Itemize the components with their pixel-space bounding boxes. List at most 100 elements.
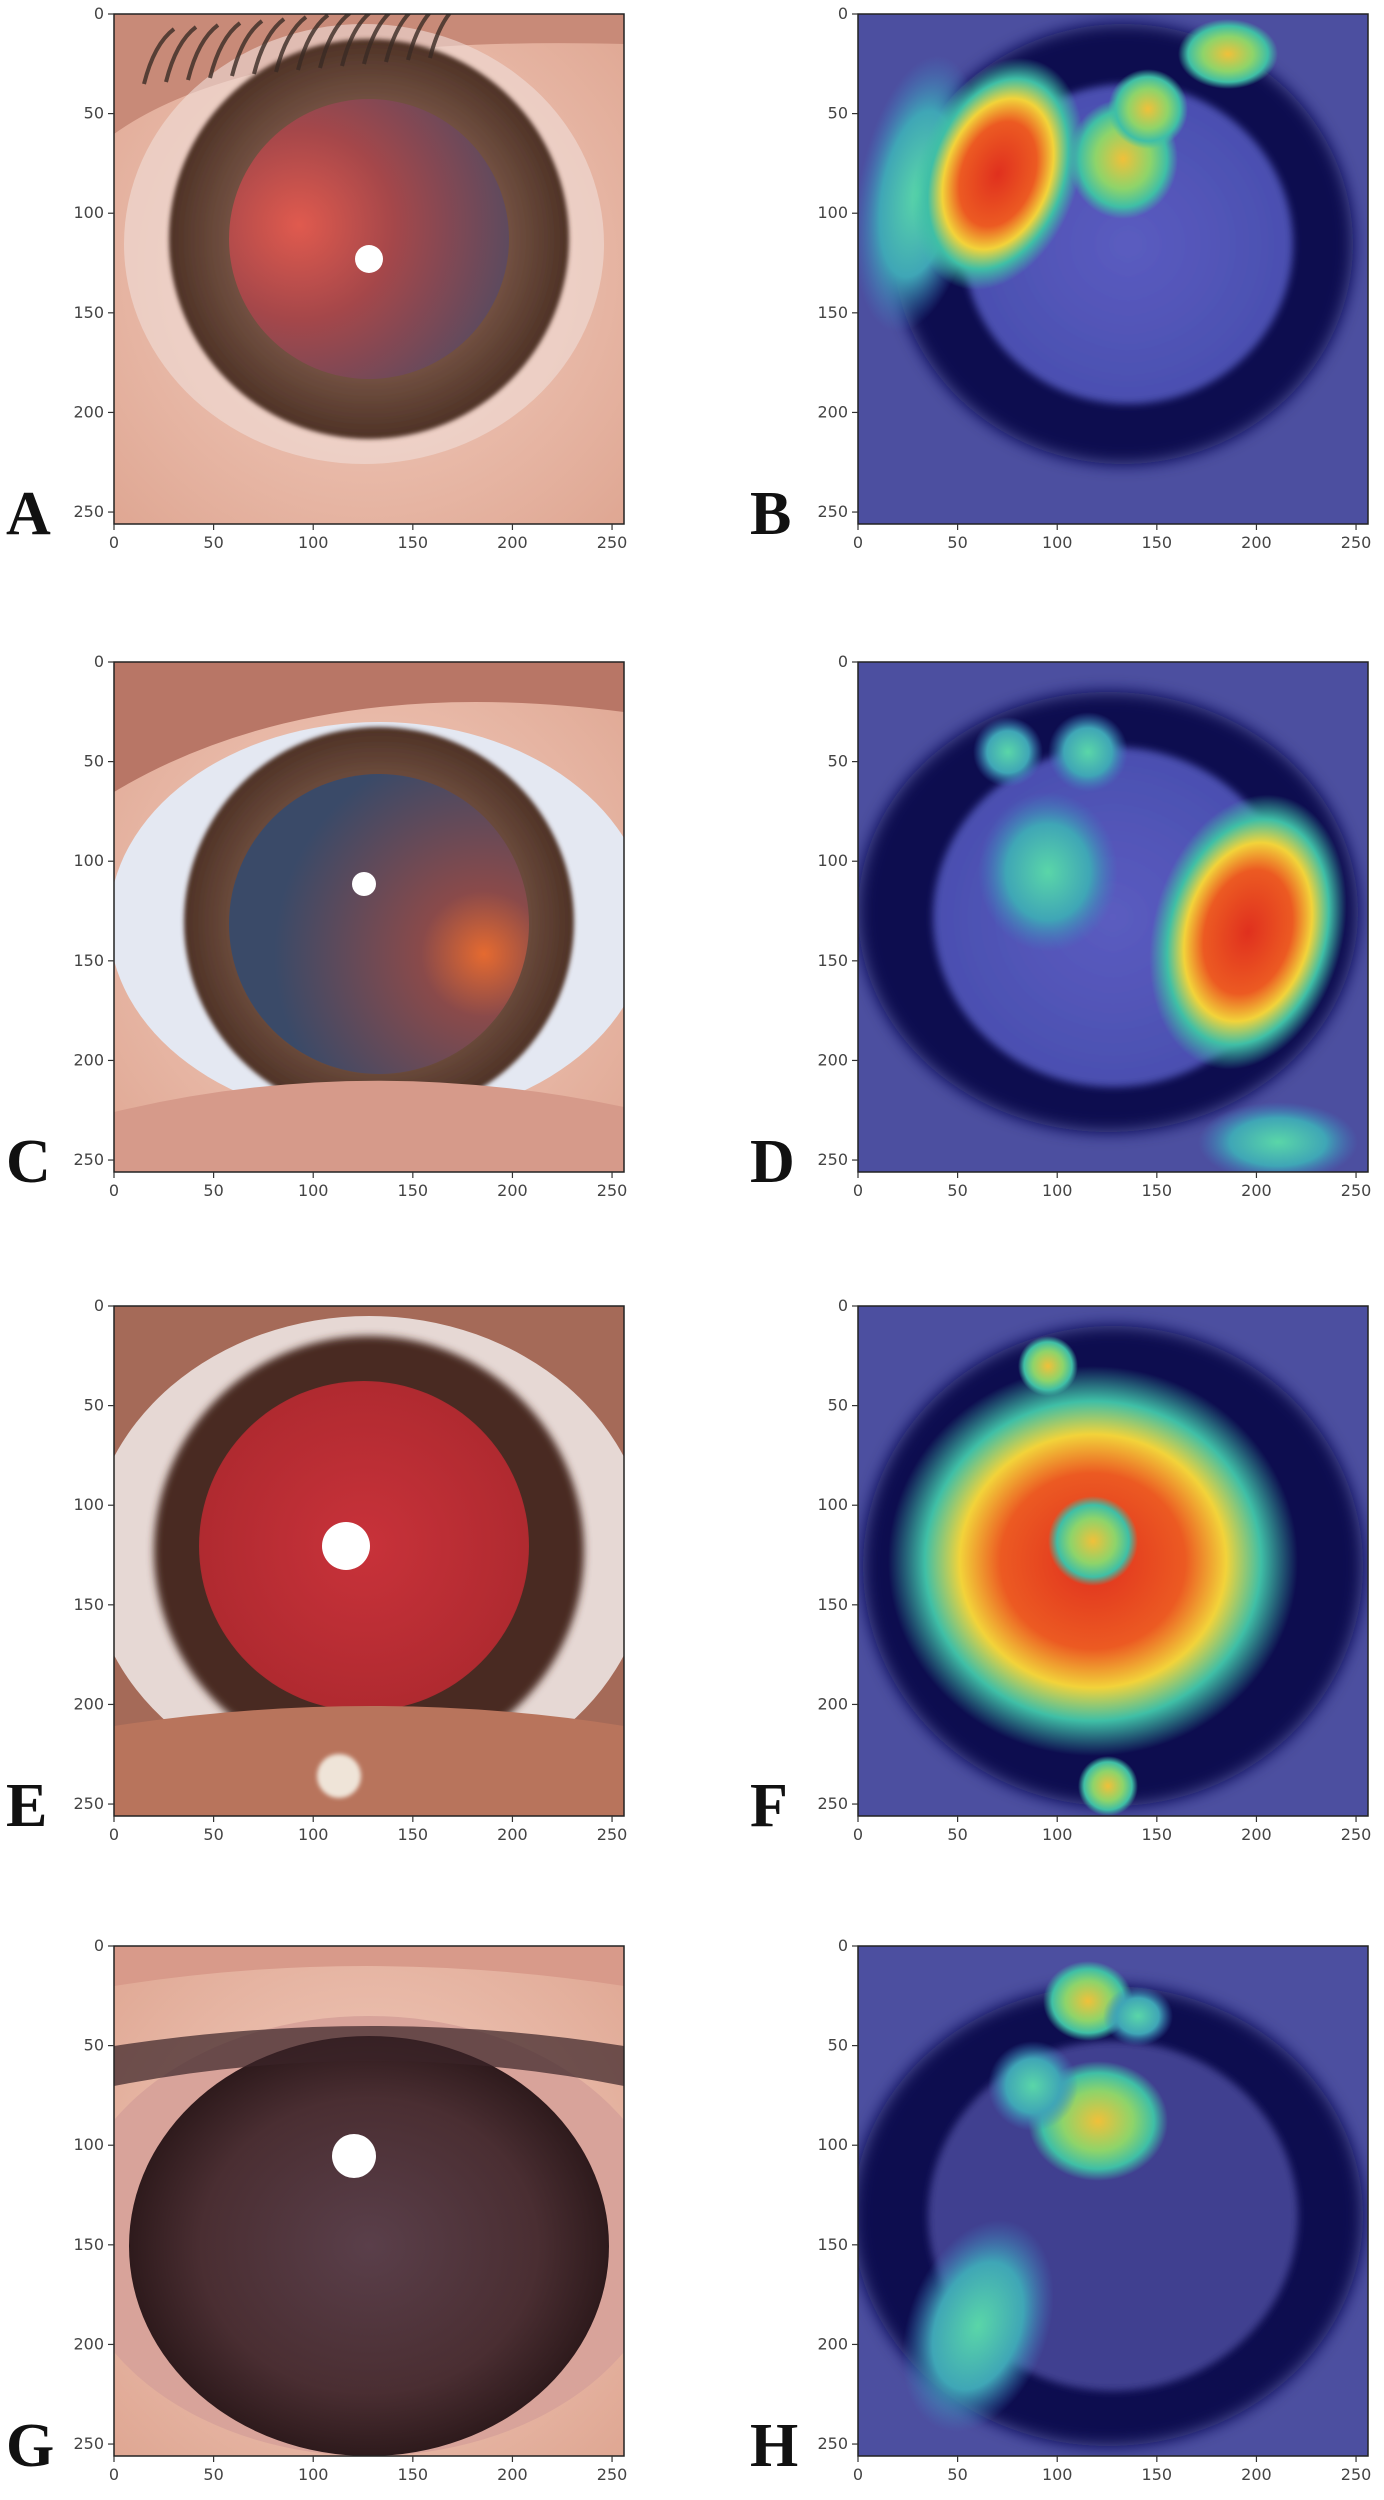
panel-d: 0 50 100 150 200 250 0 50 100 150 200 250 D (750, 652, 1372, 1200)
panel-g-image (114, 1946, 624, 2456)
x-tick: 150 (398, 1172, 428, 1200)
y-tick: 100 (817, 851, 858, 870)
y-tick: 0 (838, 1296, 858, 1315)
y-tick-label: 50 (828, 104, 848, 123)
x-tick: 50 (947, 1816, 968, 1844)
x-tick-label: 100 (298, 533, 329, 552)
y-tick-label: 200 (73, 402, 104, 421)
panel-letter-f: F (750, 1772, 788, 1840)
plot-frame (857, 661, 1369, 1173)
y-tick-label: 100 (817, 203, 848, 222)
y-tick: 0 (94, 4, 114, 23)
y-tick-label: 0 (838, 1936, 848, 1955)
x-tick-label: 0 (109, 2465, 119, 2484)
y-tick-label: 150 (817, 951, 848, 970)
y-tick: 250 (73, 2434, 114, 2453)
x-tick: 250 (1341, 524, 1371, 552)
y-tick-label: 100 (73, 2135, 104, 2154)
x-tick-label: 150 (1142, 1181, 1173, 1200)
y-tick-label: 200 (73, 1050, 104, 1069)
panel-letter-e: E (6, 1772, 47, 1840)
y-tick-label: 50 (828, 2036, 848, 2055)
x-tick: 200 (497, 524, 528, 552)
panel-letter-g: G (6, 2412, 54, 2480)
x-tick: 200 (1241, 1172, 1272, 1200)
y-tick: 200 (817, 402, 858, 421)
y-tick: 250 (817, 2434, 858, 2453)
x-tick-label: 150 (1142, 1825, 1173, 1844)
x-tick-label: 100 (1042, 1825, 1073, 1844)
panel-letter-h: H (750, 2412, 798, 2480)
y-tick-label: 200 (817, 1050, 848, 1069)
x-tick-label: 50 (203, 2465, 223, 2484)
plot-frame (113, 661, 625, 1173)
y-tick: 150 (73, 1595, 114, 1614)
y-tick: 200 (73, 1694, 114, 1713)
x-tick-label: 0 (853, 1825, 863, 1844)
x-tick: 100 (298, 2456, 329, 2484)
y-tick: 100 (73, 2135, 114, 2154)
x-tick-label: 0 (109, 1825, 119, 1844)
y-tick: 0 (94, 1936, 114, 1955)
x-tick: 50 (203, 2456, 224, 2484)
x-tick: 150 (1142, 1816, 1173, 1844)
y-tick-label: 250 (817, 1794, 848, 1813)
x-tick-label: 100 (298, 2465, 329, 2484)
x-tick-label: 50 (947, 2465, 967, 2484)
y-tick: 50 (84, 752, 114, 771)
y-tick: 50 (84, 2036, 114, 2055)
x-tick-label: 150 (1142, 533, 1173, 552)
y-tick: 250 (817, 1794, 858, 1813)
y-tick-label: 150 (817, 2235, 848, 2254)
y-tick: 50 (828, 1396, 858, 1415)
y-tick-label: 200 (817, 1694, 848, 1713)
panel-c-image (114, 662, 624, 1172)
y-tick-label: 0 (94, 652, 104, 671)
y-tick-label: 100 (817, 2135, 848, 2154)
y-tick-label: 100 (73, 851, 104, 870)
y-tick-label: 150 (73, 951, 104, 970)
y-tick: 200 (73, 1050, 114, 1069)
x-tick-label: 150 (1142, 2465, 1173, 2484)
panel-letter-c: C (6, 1128, 51, 1196)
y-tick: 100 (817, 1495, 858, 1514)
x-tick-label: 150 (398, 533, 429, 552)
y-tick: 100 (817, 203, 858, 222)
y-tick: 250 (73, 502, 114, 521)
plot-frame (857, 1945, 1369, 2457)
x-tick-label: 250 (1341, 2465, 1372, 2484)
plot-frame (113, 1305, 625, 1817)
y-tick: 250 (73, 1150, 114, 1169)
x-tick: 200 (1241, 1816, 1272, 1844)
x-tick-label: 0 (853, 1181, 863, 1200)
y-tick-label: 0 (838, 4, 848, 23)
y-tick-label: 100 (817, 1495, 848, 1514)
y-tick: 250 (817, 502, 858, 521)
x-tick-label: 200 (497, 533, 528, 552)
panel-g: 0 50 100 150 200 250 0 50 100 150 200 250 G (6, 1936, 628, 2484)
y-tick-label: 100 (73, 1495, 104, 1514)
x-tick-label: 250 (597, 2465, 628, 2484)
plot-frame (857, 13, 1369, 525)
x-tick: 200 (497, 1816, 528, 1844)
y-tick-label: 0 (838, 1296, 848, 1315)
x-tick-label: 150 (398, 2465, 429, 2484)
x-tick: 200 (1241, 524, 1272, 552)
y-tick: 150 (73, 303, 114, 322)
x-tick-label: 250 (597, 533, 628, 552)
x-tick: 0 (853, 1172, 863, 1200)
plot-frame (113, 13, 625, 525)
x-tick-label: 0 (109, 533, 119, 552)
x-tick: 0 (109, 2456, 119, 2484)
x-tick: 250 (597, 1172, 627, 1200)
plot-frame (113, 1945, 625, 2457)
x-tick-label: 50 (947, 1825, 967, 1844)
y-tick-label: 100 (817, 851, 848, 870)
x-tick: 200 (497, 2456, 528, 2484)
y-tick: 0 (838, 652, 858, 671)
panel-c: 0 50 100 150 200 250 0 50 100 150 200 250 C (6, 652, 627, 1200)
y-tick: 0 (94, 1296, 114, 1315)
panel-b-image (858, 14, 1368, 524)
x-tick-label: 250 (1341, 1181, 1372, 1200)
